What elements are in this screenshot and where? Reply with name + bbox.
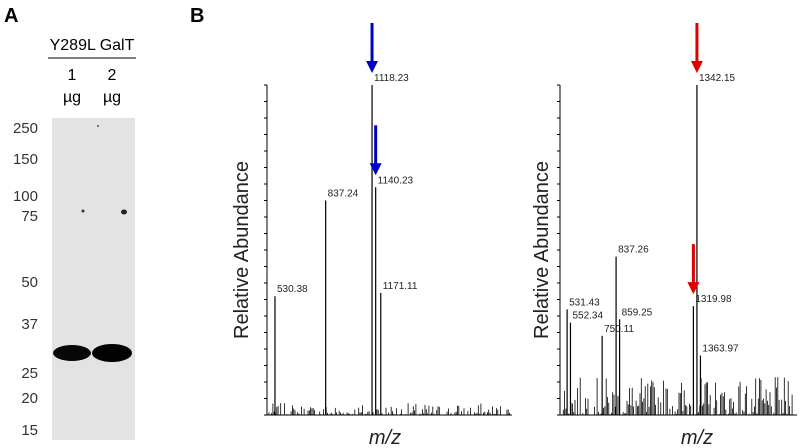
x-axis-label: m/z — [681, 427, 713, 448]
arrow-head — [369, 163, 382, 176]
band — [92, 344, 132, 362]
lane-amount: 1 — [68, 67, 77, 84]
peak-label: 1118.23 — [374, 73, 409, 84]
y-axis-label: Relative Abundance — [531, 161, 553, 339]
peak-label: 531.43 — [569, 297, 600, 308]
y-axis-label: Relative Abundance — [231, 161, 253, 339]
peak-label: 1171.11 — [383, 281, 418, 292]
marker-label: 250 — [13, 120, 38, 137]
peak-label: 1363.97 — [702, 344, 739, 355]
blot — [52, 118, 135, 440]
peak-label: 1140.23 — [378, 175, 414, 186]
peak-label: 859.25 — [622, 307, 653, 318]
baseline-noise — [562, 377, 793, 415]
x-axis-label: m/z — [369, 427, 401, 448]
peak-label: 530.38 — [277, 284, 308, 295]
lane-amount: 2 — [108, 67, 117, 84]
arrow-head — [687, 282, 700, 295]
panel-label: B — [190, 5, 204, 27]
marker-label: 15 — [21, 422, 38, 439]
lane-unit: µg — [63, 89, 81, 106]
marker-label: 150 — [13, 151, 38, 168]
peak-label: 837.26 — [618, 245, 649, 256]
marker-label: 37 — [21, 316, 38, 333]
marker-label: 25 — [21, 365, 38, 382]
marker-label: 100 — [13, 188, 38, 205]
panel-label: A — [4, 5, 18, 27]
marker-label: 75 — [21, 208, 38, 225]
speck — [121, 209, 127, 215]
peak-label: 552.34 — [572, 311, 603, 322]
peak-label: 1342.15 — [699, 73, 736, 84]
peak-label: 837.24 — [328, 189, 359, 200]
speck — [97, 125, 99, 127]
speck — [81, 209, 85, 213]
marker-label: 50 — [21, 274, 38, 291]
peak-label: 1319.98 — [695, 294, 732, 305]
arrow-head — [366, 61, 379, 73]
marker-label: 20 — [21, 390, 38, 407]
blot-title: Y289L GalT — [50, 37, 135, 54]
lane-unit: µg — [103, 89, 121, 106]
band — [53, 345, 91, 361]
baseline-noise — [268, 403, 510, 415]
arrow-head — [690, 61, 703, 73]
